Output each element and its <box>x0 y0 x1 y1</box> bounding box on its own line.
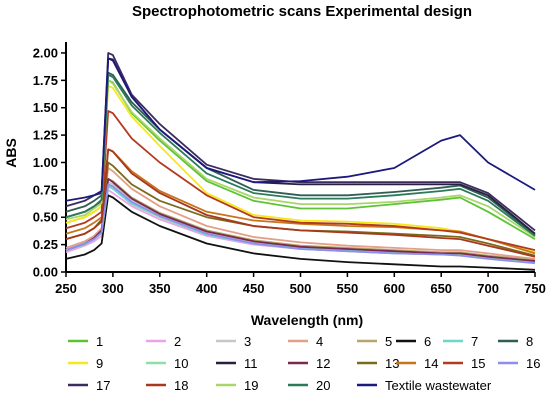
legend-label: 15 <box>471 356 485 371</box>
series-line-11 <box>65 57 536 235</box>
legend-label: 4 <box>316 334 323 349</box>
legend-item: 9 <box>68 356 103 371</box>
legend-item: 12 <box>288 356 330 371</box>
legend-label: 9 <box>96 356 103 371</box>
legend-label: 2 <box>174 334 181 349</box>
legend-label: 12 <box>316 356 330 371</box>
legend-item: 6 <box>396 334 431 349</box>
series-line-12 <box>65 177 536 262</box>
chart-title: Spectrophotometric scans Experimental de… <box>132 3 472 20</box>
series-lines <box>65 52 536 271</box>
x-tick-label: 350 <box>149 281 171 296</box>
series-line-16 <box>65 183 536 265</box>
legend-item: 16 <box>498 356 540 371</box>
series-line-18 <box>65 148 536 258</box>
legend-item: 3 <box>216 334 251 349</box>
legend-item: 18 <box>146 378 188 393</box>
legend-label: 10 <box>174 356 188 371</box>
y-tick-label: 1.50 <box>33 100 58 115</box>
y-tick-label: 2.00 <box>33 45 58 60</box>
y-axis-title: ABS <box>3 138 19 168</box>
legend-label: 20 <box>316 378 330 393</box>
legend-item: 8 <box>498 334 533 349</box>
legend-label: 13 <box>385 356 399 371</box>
legend-label: 3 <box>244 334 251 349</box>
legend-label: 14 <box>424 356 438 371</box>
legend-label: 8 <box>526 334 533 349</box>
x-tick-label: 650 <box>430 281 452 296</box>
series-line-9 <box>65 84 536 254</box>
legend-label: 18 <box>174 378 188 393</box>
legend-item: 7 <box>443 334 478 349</box>
y-tick-label: 0.25 <box>33 237 58 252</box>
series-line-19 <box>65 79 536 238</box>
x-tick-label: 300 <box>102 281 124 296</box>
legend-label: 19 <box>244 378 258 393</box>
x-tick-label: 750 <box>524 281 546 296</box>
legend-item: 5 <box>357 334 392 349</box>
legend-item: 2 <box>146 334 181 349</box>
legend-item: Textile wastewater <box>357 378 492 393</box>
x-tick-label: 550 <box>337 281 359 296</box>
legend-item: 10 <box>146 356 188 371</box>
y-tick-label: 1.75 <box>33 73 58 88</box>
legend-label: 11 <box>244 356 258 371</box>
legend-label: 16 <box>526 356 540 371</box>
x-tick-label: 250 <box>55 281 77 296</box>
legend-item: 17 <box>68 378 110 393</box>
legend-item: 14 <box>396 356 438 371</box>
legend-item: 1 <box>68 334 103 349</box>
legend-label: 6 <box>424 334 431 349</box>
legend-item: 11 <box>216 356 258 371</box>
legend-item: 4 <box>288 334 323 349</box>
legend-label: 1 <box>96 334 103 349</box>
legend-item: 13 <box>357 356 399 371</box>
y-tick-label: 1.25 <box>33 128 58 143</box>
y-tick-label: 0.00 <box>33 265 58 280</box>
series-line-4 <box>65 167 536 260</box>
y-tick-label: 1.00 <box>33 155 58 170</box>
legend-item: 19 <box>216 378 258 393</box>
legend-label: 5 <box>385 334 392 349</box>
series-line-1 <box>65 79 536 240</box>
x-tick-label: 700 <box>477 281 499 296</box>
x-tick-label: 500 <box>290 281 312 296</box>
y-tick-label: 0.50 <box>33 210 58 225</box>
series-line-6 <box>65 194 536 271</box>
x-tick-label: 400 <box>196 281 218 296</box>
legend-label: 7 <box>471 334 478 349</box>
series-line-21 <box>65 57 536 202</box>
series-line-17 <box>65 52 536 232</box>
legend-label: Textile wastewater <box>385 378 492 393</box>
y-tick-label: 0.75 <box>33 182 58 197</box>
x-tick-label: 450 <box>243 281 265 296</box>
legend-item: 15 <box>443 356 485 371</box>
legend-label: 17 <box>96 378 110 393</box>
series-line-13 <box>65 161 536 257</box>
series-line-15 <box>65 110 536 251</box>
series-line-20 <box>65 74 536 237</box>
x-axis-title: Wavelength (nm) <box>251 312 363 328</box>
legend-item: 20 <box>288 378 330 393</box>
x-tick-label: 600 <box>383 281 405 296</box>
series-line-8 <box>65 71 536 236</box>
axes: 250 300 350 400 450 500 550 600 650 700 750 0.00 0.2… <box>33 42 546 296</box>
